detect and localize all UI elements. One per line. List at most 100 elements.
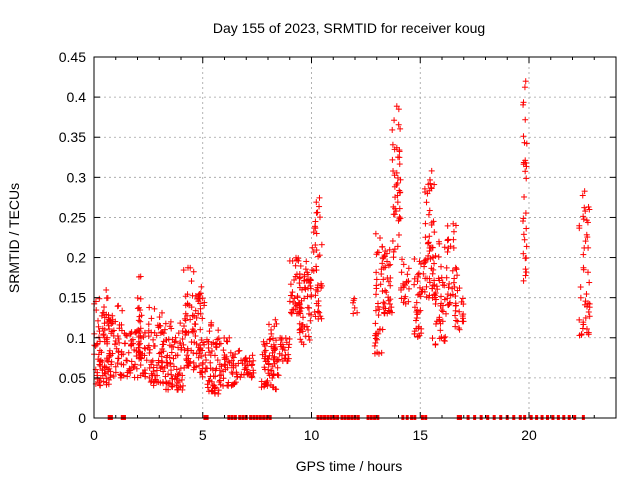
data-point: [249, 361, 256, 368]
data-point: [110, 332, 117, 339]
data-point: [136, 328, 143, 335]
data-point: [262, 353, 269, 360]
data-point: [217, 381, 224, 388]
data-point: [96, 328, 103, 335]
data-point: [182, 328, 189, 335]
data-point: [150, 368, 157, 375]
x-tick-label: 0: [90, 427, 98, 443]
data-point: [371, 342, 378, 349]
data-point: [268, 343, 275, 350]
data-point: [520, 231, 527, 238]
data-point: [173, 366, 180, 373]
data-point: [383, 289, 390, 296]
data-point: [97, 338, 104, 345]
data-point: [236, 347, 243, 354]
data-point: [580, 216, 587, 223]
data-point: [148, 315, 155, 322]
data-point: [432, 252, 439, 259]
data-point: [436, 317, 443, 324]
data-point: [127, 367, 134, 374]
y-tick-label: 0.45: [59, 49, 86, 65]
data-point: [586, 206, 593, 213]
data-point: [447, 243, 454, 250]
data-point: [444, 301, 451, 308]
data-point: [443, 310, 450, 317]
data-point: [113, 345, 120, 352]
data-point: [431, 277, 438, 284]
data-point: [147, 379, 154, 386]
data-point: [318, 280, 325, 287]
data-point: [168, 325, 175, 332]
data-point: [212, 367, 219, 374]
data-point: [443, 264, 450, 271]
data-point: [176, 370, 183, 377]
data-point: [318, 241, 325, 248]
data-point: [201, 302, 208, 309]
data-point: [172, 334, 179, 341]
data-point: [282, 352, 289, 359]
data-point: [96, 379, 103, 386]
data-point: [309, 244, 316, 251]
data-point: [421, 288, 428, 295]
data-point: [232, 351, 239, 358]
x-axis-label: GPS time / hours: [296, 458, 403, 474]
data-point: [199, 373, 206, 380]
data-point: [577, 284, 584, 291]
data-point: [290, 299, 297, 306]
data-point: [291, 277, 298, 284]
data-point: [371, 350, 378, 357]
data-point: [314, 284, 321, 291]
data-point: [429, 335, 436, 342]
data-point: [581, 301, 588, 308]
data-point: [379, 326, 386, 333]
data-point: [112, 337, 119, 344]
data-point: [135, 349, 142, 356]
data-point: [150, 336, 157, 343]
data-point: [270, 335, 277, 342]
data-point: [298, 297, 305, 304]
data-point: [215, 387, 222, 394]
data-point: [184, 312, 191, 319]
data-point: [405, 298, 412, 305]
data-point: [382, 287, 389, 294]
data-point: [223, 355, 230, 362]
data-point: [426, 292, 433, 299]
data-point: [425, 181, 432, 188]
data-point: [385, 297, 392, 304]
data-point: [175, 330, 182, 337]
data-point: [137, 295, 144, 302]
data-point: [154, 322, 161, 329]
data-point: [98, 312, 105, 319]
data-point: [397, 189, 404, 196]
data-point: [582, 238, 589, 245]
data-point: [395, 231, 402, 238]
data-point: [393, 208, 400, 215]
data-point: [134, 305, 141, 312]
data-point: [382, 264, 389, 271]
data-point: [456, 326, 463, 333]
data-point: [430, 266, 437, 273]
data-point: [432, 300, 439, 307]
data-point: [205, 344, 212, 351]
data-point: [576, 316, 583, 323]
data-point: [275, 372, 282, 379]
data-point: [125, 349, 132, 356]
data-point: [193, 314, 200, 321]
data-point: [390, 248, 397, 255]
data-point: [439, 318, 446, 325]
data-point: [115, 349, 122, 356]
data-point: [286, 257, 293, 264]
data-point: [128, 358, 135, 365]
data-point: [266, 336, 273, 343]
data-point: [416, 258, 423, 265]
data-point: [394, 243, 401, 250]
data-point: [168, 349, 175, 356]
data-point: [313, 199, 320, 206]
data-point: [585, 203, 592, 210]
data-point: [312, 241, 319, 248]
data-point: [304, 293, 311, 300]
data-point: [305, 326, 312, 333]
data-point: [413, 299, 420, 306]
data-point: [214, 357, 221, 364]
data-point: [445, 236, 452, 243]
